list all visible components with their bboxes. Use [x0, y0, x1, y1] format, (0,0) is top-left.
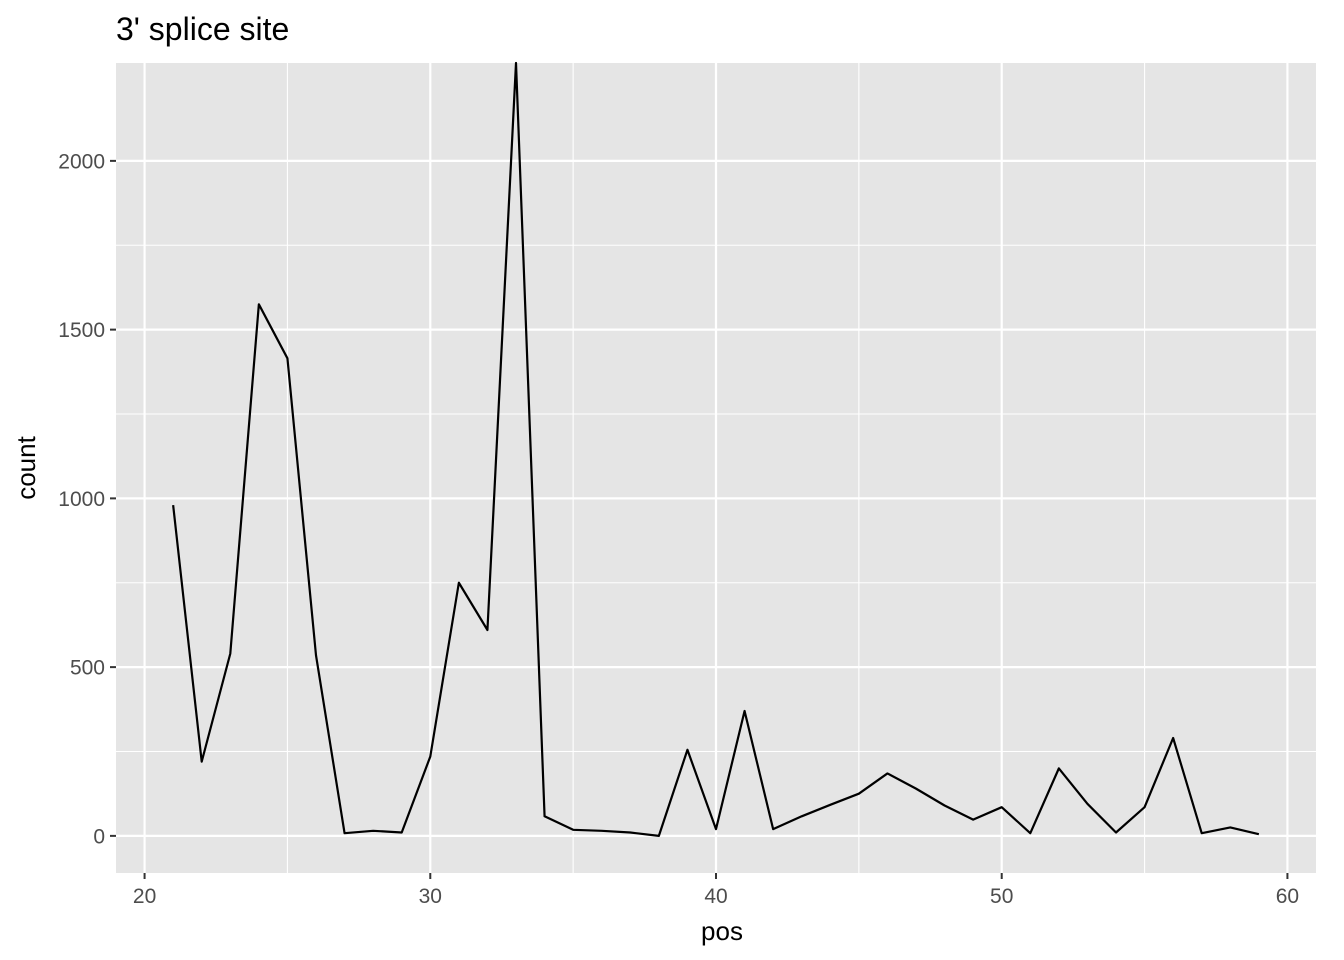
y-tick-label: 2000: [58, 150, 105, 173]
grid-major: [116, 63, 1316, 873]
x-tick-label: 20: [133, 885, 156, 908]
x-axis-title: pos: [701, 916, 743, 946]
chart-title: 3' splice site: [116, 11, 289, 47]
x-axis: 20 30 40 50 60: [133, 873, 1299, 908]
x-tick-label: 40: [704, 885, 727, 908]
y-tick-label: 1500: [58, 319, 105, 342]
x-tick-label: 60: [1276, 885, 1299, 908]
x-tick-label: 50: [990, 885, 1013, 908]
y-tick-label: 1000: [58, 488, 105, 511]
y-axis-title: count: [11, 435, 41, 499]
y-axis: 0 500 1000 1500 2000: [58, 150, 116, 848]
y-tick-label: 0: [93, 825, 105, 848]
y-tick-label: 500: [70, 657, 105, 680]
series-line: [172, 61, 1260, 837]
x-tick-label: 30: [419, 885, 442, 908]
